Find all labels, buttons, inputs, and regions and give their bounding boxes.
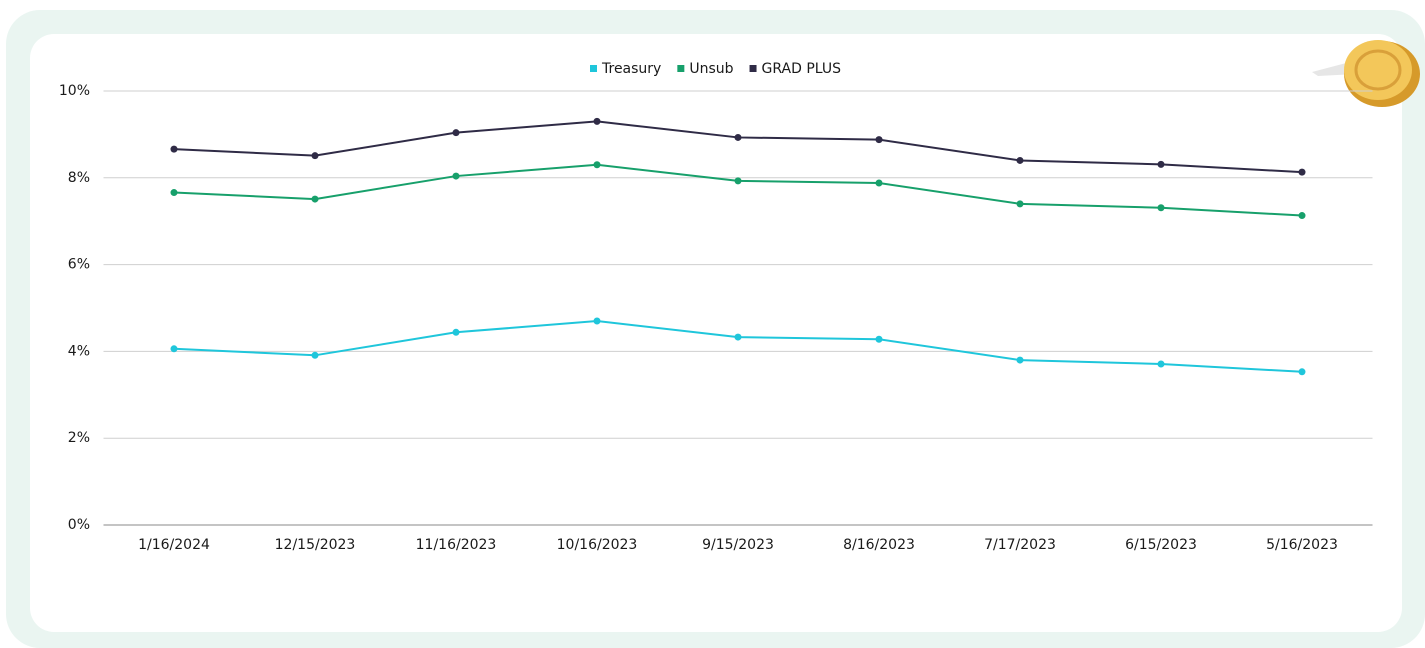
legend-swatch <box>750 65 757 72</box>
x-tick-label: 9/15/2023 <box>702 537 774 553</box>
data-point <box>876 180 883 187</box>
y-tick-label: 8% <box>68 170 90 186</box>
x-tick-label: 1/16/2024 <box>138 537 210 553</box>
data-point <box>1017 357 1024 364</box>
series-line <box>174 121 1302 172</box>
data-point <box>1158 204 1165 211</box>
data-point <box>876 136 883 143</box>
data-point <box>1017 157 1024 164</box>
data-point <box>594 118 601 125</box>
y-tick-label: 6% <box>68 257 90 273</box>
data-point <box>1299 169 1306 176</box>
y-tick-label: 0% <box>68 517 90 533</box>
x-tick-label: 5/16/2023 <box>1266 537 1338 553</box>
series-line <box>174 165 1302 216</box>
data-point <box>1158 360 1165 367</box>
legend-label: Treasury <box>601 61 661 77</box>
x-tick-label: 10/16/2023 <box>557 537 638 553</box>
data-point <box>1017 200 1024 207</box>
page: 0% 2% 4% 6% 8% 10% 1/16/2024 12/15/2023 11/16/20… <box>0 0 1425 648</box>
x-tick-label: 12/15/2023 <box>275 537 356 553</box>
data-point <box>594 318 601 325</box>
y-tick-label: 2% <box>68 430 90 446</box>
data-point <box>735 334 742 341</box>
y-tick-label: 10% <box>59 83 90 99</box>
legend-swatch <box>677 65 684 72</box>
data-point <box>312 196 319 203</box>
data-point <box>876 336 883 343</box>
legend-label: GRAD PLUS <box>762 61 842 77</box>
chart: 0% 2% 4% 6% 8% 10% 1/16/2024 12/15/2023 11/16/20… <box>0 0 1425 648</box>
x-tick-label: 8/16/2023 <box>843 537 915 553</box>
data-point <box>453 173 460 180</box>
data-point <box>312 352 319 359</box>
data-point <box>735 177 742 184</box>
data-point <box>594 161 601 168</box>
legend-label: Unsub <box>689 61 733 77</box>
x-tick-label: 11/16/2023 <box>416 537 497 553</box>
data-point <box>171 345 178 352</box>
series-line <box>174 321 1302 372</box>
x-tick-label: 6/15/2023 <box>1125 537 1197 553</box>
data-point <box>453 329 460 336</box>
x-tick-label: 7/17/2023 <box>984 537 1056 553</box>
data-point <box>1158 161 1165 168</box>
coin-decoration <box>1312 40 1420 107</box>
data-point <box>1299 212 1306 219</box>
data-point <box>1299 368 1306 375</box>
y-tick-label: 4% <box>68 343 90 359</box>
data-point <box>453 129 460 136</box>
legend-swatch <box>590 65 597 72</box>
data-point <box>312 152 319 159</box>
data-point <box>171 146 178 153</box>
data-point <box>735 134 742 141</box>
data-point <box>171 189 178 196</box>
